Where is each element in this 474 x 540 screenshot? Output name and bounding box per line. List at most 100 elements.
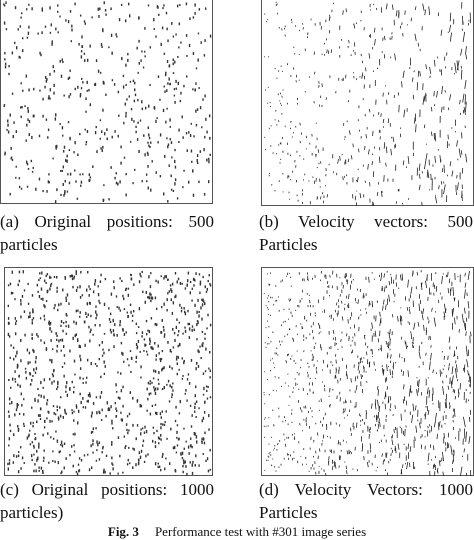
particle (14, 41, 16, 45)
velocity-vector (451, 307, 455, 317)
particle (189, 280, 192, 284)
velocity-vector (394, 405, 396, 409)
particle (39, 51, 41, 55)
particle (178, 412, 181, 415)
particle (99, 323, 101, 327)
particle (27, 167, 30, 170)
particle (77, 463, 80, 466)
particle (194, 405, 196, 410)
velocity-vector (453, 317, 456, 325)
particle (57, 308, 59, 312)
particle (112, 463, 114, 466)
particle (77, 421, 79, 425)
particle (69, 93, 72, 96)
particle (115, 415, 117, 418)
particle (175, 451, 178, 454)
particle (36, 458, 38, 462)
particle (151, 439, 154, 443)
particle (102, 29, 104, 33)
particle (68, 181, 71, 185)
particle (156, 117, 158, 120)
particle (8, 379, 10, 382)
particle (139, 119, 142, 122)
particle (106, 128, 108, 132)
velocity-vector (352, 143, 354, 148)
particle (126, 415, 129, 418)
particle (171, 367, 173, 370)
particle (10, 386, 12, 389)
particle (163, 328, 165, 332)
velocity-vector (348, 293, 350, 300)
velocity-vector (367, 149, 370, 155)
particle (59, 450, 61, 453)
particle (175, 79, 177, 83)
particle (15, 176, 17, 179)
particle (33, 368, 35, 372)
particle (61, 338, 64, 342)
particle (87, 453, 89, 456)
particle (51, 42, 53, 46)
particle (63, 362, 66, 365)
particle (66, 154, 68, 158)
particle (190, 358, 193, 362)
particle (185, 465, 187, 468)
particle (118, 114, 120, 117)
particle (82, 377, 84, 380)
particle (193, 328, 195, 332)
particle (79, 132, 81, 136)
particle (7, 410, 10, 413)
particle (27, 118, 29, 122)
velocity-vector (438, 421, 441, 427)
velocity-vector (461, 313, 464, 323)
particle (61, 365, 64, 368)
particle (27, 315, 30, 319)
particle (147, 165, 149, 168)
particle (41, 7, 43, 11)
velocity-vector (468, 436, 471, 444)
particle (132, 423, 134, 427)
particle (30, 454, 33, 458)
particle (95, 427, 97, 430)
velocity-vector (385, 146, 388, 154)
particle (48, 321, 50, 325)
particle (46, 402, 48, 406)
particle (133, 120, 135, 123)
particle (99, 395, 102, 399)
particle (180, 453, 182, 456)
velocity-vector (403, 384, 405, 390)
velocity-vector (417, 42, 420, 47)
particle (11, 377, 14, 381)
particle (32, 308, 34, 311)
particle (161, 455, 164, 459)
velocity-vector (447, 271, 449, 278)
particle (201, 419, 203, 423)
particle (59, 406, 61, 409)
velocity-vector (383, 273, 386, 278)
particle (11, 92, 14, 95)
particle (199, 106, 202, 110)
particle (50, 282, 53, 285)
particle (80, 459, 83, 462)
velocity-vector (440, 29, 443, 36)
velocity-vector (465, 101, 467, 113)
particle (64, 410, 66, 414)
velocity-vector (357, 365, 360, 371)
particle (168, 462, 171, 465)
particle (108, 198, 110, 201)
particle (196, 338, 198, 341)
velocity-vector (427, 316, 429, 320)
particle (91, 430, 94, 433)
particle (93, 83, 96, 86)
particle (49, 88, 52, 92)
particle (194, 385, 197, 389)
particle (56, 388, 58, 391)
velocity-vector (421, 282, 423, 287)
particle (52, 374, 54, 378)
particle (49, 72, 51, 76)
velocity-vector (384, 403, 387, 410)
particle (114, 323, 116, 327)
particle (65, 19, 67, 22)
particle (123, 333, 126, 336)
particle (120, 341, 123, 345)
particle (166, 60, 169, 63)
